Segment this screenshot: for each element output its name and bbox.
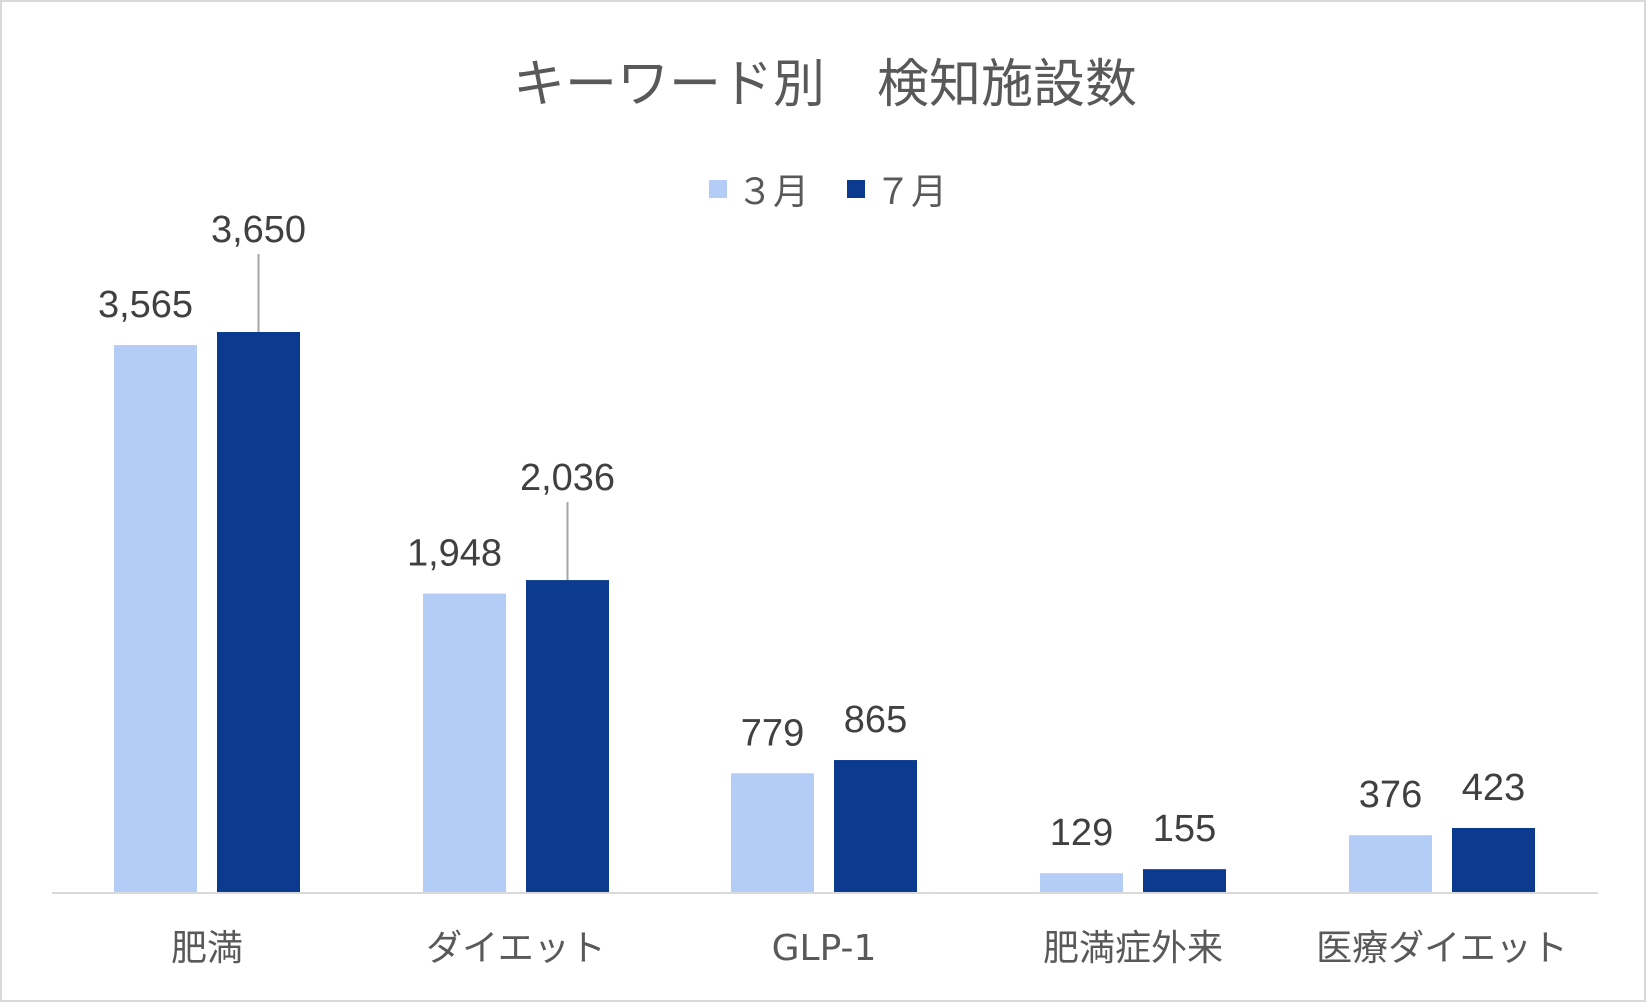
category-label-1: ダイエット [426,928,606,969]
legend: ３月 ７月 [709,172,947,213]
category-label-3: 肥満症外来 [1043,928,1223,969]
bar-july-0 [217,332,300,893]
category-label-0: 肥満 [171,928,243,969]
leader-lines-group [257,254,569,581]
value-label-july-3: 155 [1153,808,1216,850]
bar-july-3 [1143,869,1226,893]
bar-july-4 [1452,827,1535,893]
value-label-july-0: 3,650 [211,209,306,251]
bar-july-1 [526,580,609,893]
bar-march-3 [1040,873,1123,893]
value-label-march-4: 376 [1359,774,1422,816]
value-labels-group: 3,565 3,650 1,948 2,036 779 865 129 155 376 423 [98,209,1525,854]
legend-label-july: ７月 [875,172,947,213]
value-label-march-0: 3,565 [98,284,193,326]
legend-label-march: ３月 [737,172,809,213]
bar-march-1 [423,593,506,893]
bars-group [114,332,1535,893]
bar-march-2 [731,773,814,893]
category-labels-group: 肥満 ダイエット GLP-1 肥満症外来 医療ダイエット [171,928,1568,969]
value-label-july-4: 423 [1462,767,1525,809]
value-label-july-2: 865 [844,699,907,741]
value-label-march-1: 1,948 [407,533,502,575]
legend-swatch-july [847,180,865,198]
bar-july-2 [834,760,917,893]
bar-march-0 [114,345,197,893]
chart-title: キーワード別 検知施設数 [513,55,1137,115]
value-label-march-2: 779 [741,712,804,754]
category-label-4: 医療ダイエット [1316,928,1568,969]
value-label-march-3: 129 [1050,812,1113,854]
category-label-2: GLP-1 [772,928,877,969]
bar-march-4 [1349,835,1432,893]
value-label-july-1: 2,036 [520,457,615,499]
legend-swatch-march [709,180,727,198]
